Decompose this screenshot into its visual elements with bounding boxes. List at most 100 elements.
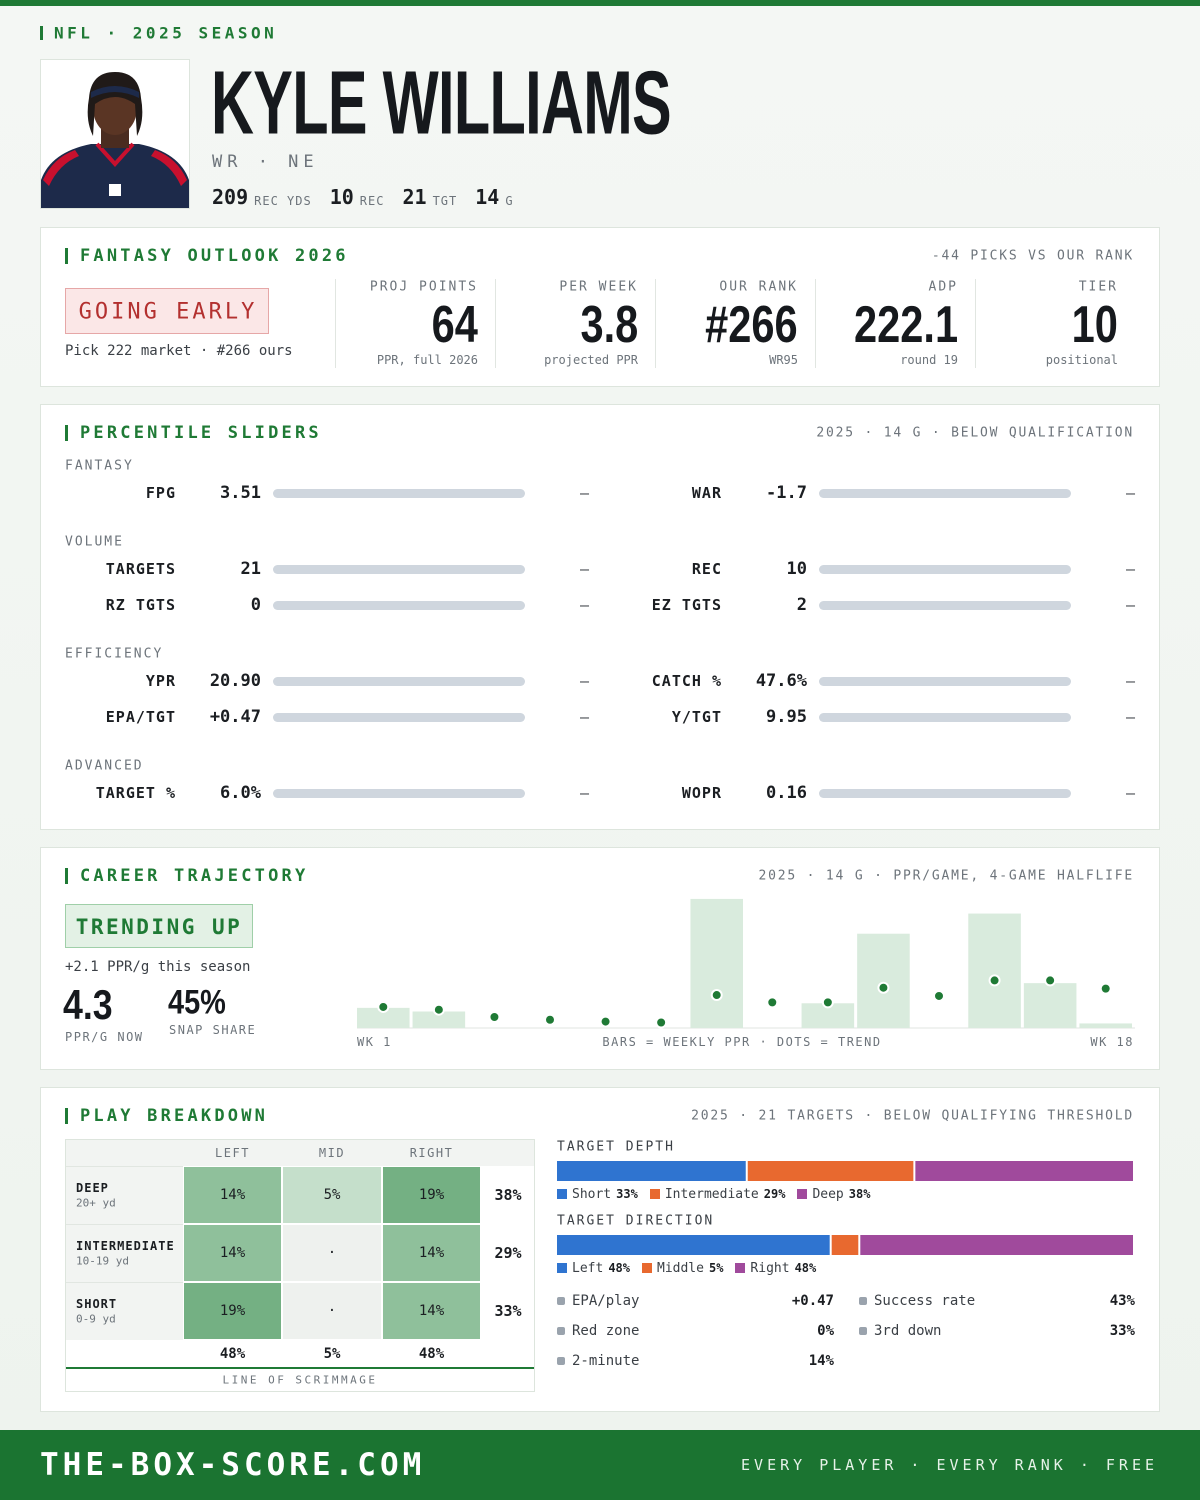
legend-name: Deep xyxy=(812,1186,844,1202)
stat-label: REC YDS xyxy=(254,194,312,208)
bar xyxy=(357,1007,410,1028)
metric-sub: positional xyxy=(1045,353,1118,367)
metric-label: PER WEEK xyxy=(559,279,638,295)
trend-dot xyxy=(988,974,1001,987)
section-title: CAREER TRAJECTORY xyxy=(80,866,309,886)
slider-label: EZ TGTS xyxy=(651,596,722,614)
tagline: EVERY PLAYER · EVERY RANK · FREE xyxy=(741,1456,1158,1474)
metric-value: 10 xyxy=(1071,296,1118,354)
column-label: RIGHT xyxy=(409,1146,454,1160)
legend-swatch xyxy=(649,1189,660,1199)
x-start: WK 1 xyxy=(357,1035,392,1049)
heat-value: 5% xyxy=(323,1187,341,1203)
row-label: SHORT xyxy=(76,1297,118,1311)
bar xyxy=(1023,983,1077,1028)
metric-value: 64 xyxy=(431,296,478,354)
slider-track xyxy=(819,789,1071,798)
slider-track xyxy=(273,601,525,610)
heat-cell xyxy=(183,1166,282,1224)
section-note: 2025 · 14 G · BELOW QUALIFICATION xyxy=(816,425,1134,441)
stack-title: TARGET DIRECTION xyxy=(557,1213,715,1229)
metric-value: 222.1 xyxy=(853,296,958,354)
heat-cell xyxy=(282,1224,382,1282)
row-total: 29% xyxy=(494,1244,522,1262)
stat-value: 43% xyxy=(1109,1293,1135,1309)
slider-track xyxy=(273,565,525,574)
bar-segment xyxy=(747,1161,914,1181)
metric-value: 3.8 xyxy=(580,296,638,354)
stat-value: +0.47 xyxy=(791,1293,834,1309)
stat-label: REC xyxy=(359,194,385,208)
heat-value: · xyxy=(327,1245,337,1261)
slider-track xyxy=(273,713,525,722)
row-label: INTERMEDIATE xyxy=(76,1239,175,1253)
trend-dot xyxy=(1099,982,1112,995)
scrimmage-line xyxy=(66,1367,534,1369)
slider-track xyxy=(819,601,1071,610)
slider-label: EPA/TGT xyxy=(105,708,176,726)
x-end: WK 18 xyxy=(1090,1035,1134,1049)
heat-value: 14% xyxy=(418,1303,445,1319)
divider xyxy=(815,279,816,368)
legend-item: Left 48% xyxy=(557,1261,630,1276)
player-photo xyxy=(41,72,189,208)
heat-value: 14% xyxy=(219,1245,246,1261)
stat-label: TGT xyxy=(432,194,458,208)
legend-name: Short xyxy=(572,1186,612,1202)
legend-item: Short 33% xyxy=(557,1187,638,1202)
metric-label: ADP xyxy=(928,279,958,295)
column-total: 48% xyxy=(219,1346,246,1362)
slider-value: 21 xyxy=(240,559,261,579)
stacked-bar xyxy=(557,1235,1133,1255)
legend-name: Middle xyxy=(657,1260,704,1276)
slider-value: 0 xyxy=(250,595,261,615)
slider-label: Y/TGT xyxy=(671,708,722,726)
metric-sub: projected PPR xyxy=(544,353,638,367)
legend-swatch xyxy=(557,1189,567,1199)
metric-sub: PPR, full 2026 xyxy=(376,353,478,367)
bar xyxy=(857,933,910,1028)
trend-dot xyxy=(544,1013,556,1026)
metric-sub: WR95 xyxy=(769,353,798,367)
percentile-card xyxy=(40,404,1160,830)
slider-rank: — xyxy=(579,484,589,502)
metric-sub: round 19 xyxy=(900,353,958,367)
ppr-now: 4.3 xyxy=(63,981,113,1028)
trend-dot xyxy=(432,1003,445,1016)
heat-cell xyxy=(183,1282,282,1340)
legend-item: Intermediate 29% xyxy=(649,1187,785,1202)
slider-track xyxy=(273,677,525,686)
bar-segment xyxy=(860,1235,1133,1255)
snap-share: 45% xyxy=(168,983,226,1022)
slider-value: 9.95 xyxy=(766,707,807,727)
trend-dot xyxy=(377,1000,390,1013)
legend-swatch xyxy=(642,1263,652,1273)
group-label: VOLUME xyxy=(65,534,124,550)
bar xyxy=(412,1011,466,1028)
slider-value: 20.90 xyxy=(209,671,261,691)
heat-cell xyxy=(382,1166,481,1224)
slider-rank: — xyxy=(1125,484,1135,502)
stat-value: 14 xyxy=(475,185,500,209)
stat-dot xyxy=(859,1327,867,1335)
stacked-bar xyxy=(557,1161,1133,1181)
heat-value: 19% xyxy=(418,1187,445,1203)
trend-dot xyxy=(488,1011,501,1024)
trend-dot xyxy=(599,1015,612,1028)
row-sub: 10-19 yd xyxy=(76,1254,129,1268)
slider-rank: — xyxy=(579,784,589,802)
slider-rank: — xyxy=(1125,784,1135,802)
divider xyxy=(495,279,496,368)
slider-rank: — xyxy=(579,708,589,726)
ppr-now-label: PPR/G NOW xyxy=(65,1030,144,1044)
legend-swatch xyxy=(797,1189,808,1199)
section-note: -44 PICKS VS OUR RANK xyxy=(931,248,1134,264)
section-title: PLAY BREAKDOWN xyxy=(80,1106,269,1126)
stack-title: TARGET DEPTH xyxy=(557,1139,675,1155)
x-note: BARS = WEEKLY PPR · DOTS = TREND xyxy=(602,1035,882,1049)
section-title: FANTASY OUTLOOK 2026 xyxy=(80,246,349,266)
slider-rank: — xyxy=(579,560,589,578)
trajectory-chart xyxy=(357,898,1135,1029)
group-label: ADVANCED xyxy=(65,758,144,774)
